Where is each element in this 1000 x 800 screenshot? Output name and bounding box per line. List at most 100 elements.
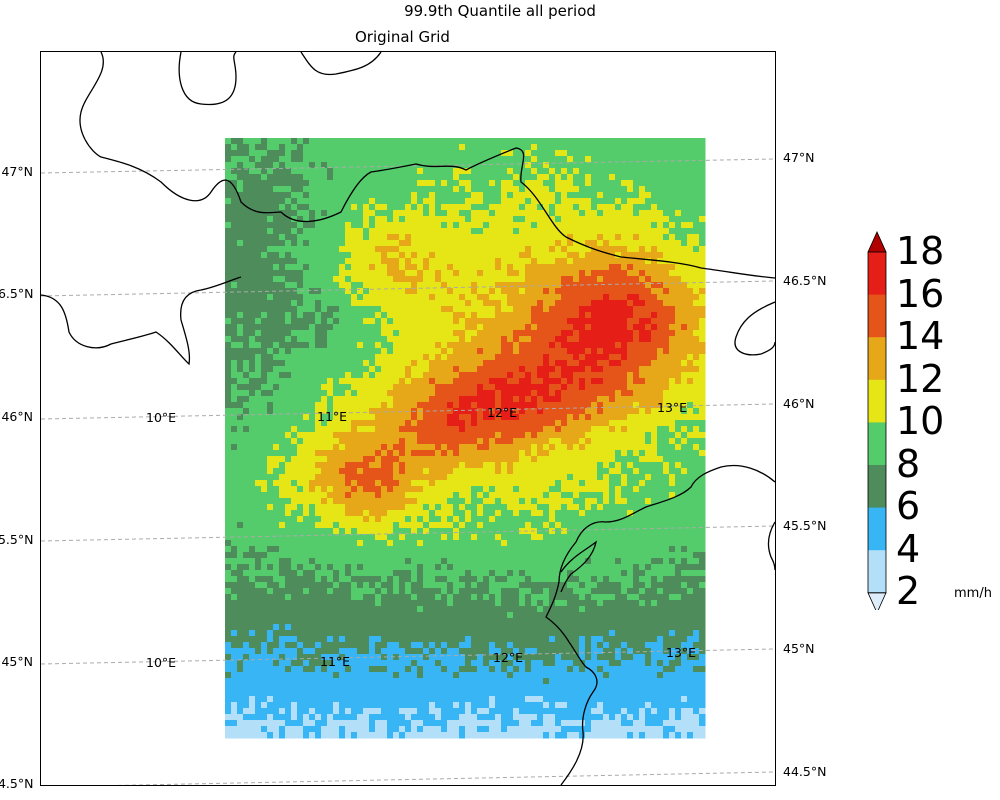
- field-cell: [693, 468, 700, 475]
- field-cell: [303, 450, 310, 457]
- field-cell: [663, 426, 670, 433]
- field-cell: [315, 330, 322, 337]
- field-cell: [453, 438, 460, 445]
- field-cell: [525, 420, 532, 427]
- field-cell: [375, 408, 382, 415]
- field-cell: [555, 468, 562, 475]
- field-cell: [279, 276, 286, 283]
- field-cell: [489, 408, 496, 415]
- field-cell: [585, 174, 592, 181]
- field-cell: [315, 450, 322, 457]
- field-cell: [261, 150, 268, 157]
- field-cell: [675, 264, 682, 271]
- field-cell: [357, 348, 364, 355]
- field-cell: [549, 366, 556, 373]
- field-cell: [579, 504, 586, 511]
- field-cell: [543, 366, 550, 373]
- field-cell: [561, 186, 568, 193]
- field-cell: [627, 228, 634, 235]
- field-cell: [567, 198, 574, 205]
- field-cell: [309, 420, 316, 427]
- field-cell: [633, 468, 640, 475]
- field-cell: [621, 336, 628, 343]
- field-cell: [663, 228, 670, 235]
- field-cell: [537, 480, 544, 487]
- field-cell: [339, 246, 346, 253]
- field-cell: [381, 306, 388, 313]
- field-cell: [321, 372, 328, 379]
- field-cell: [501, 174, 508, 181]
- field-cell: [627, 204, 634, 211]
- field-cell: [339, 264, 346, 271]
- field-cell: [399, 300, 406, 307]
- field-cell: [453, 486, 460, 493]
- field-cell: [465, 138, 472, 145]
- field-cell: [531, 228, 538, 235]
- field-cell: [249, 300, 256, 307]
- field-cell: [291, 396, 298, 403]
- field-cell: [687, 348, 694, 355]
- field-cell: [645, 450, 652, 457]
- field-cell: [303, 492, 310, 499]
- field-cell: [333, 468, 340, 475]
- field-cell: [579, 264, 586, 271]
- field-cell: [501, 354, 508, 361]
- field-cell: [639, 282, 646, 289]
- field-cell: [681, 456, 688, 463]
- field-cell: [393, 276, 400, 283]
- field-cell: [309, 150, 316, 157]
- field-cell: [303, 330, 310, 337]
- field-cell: [483, 366, 490, 373]
- field-cell: [309, 510, 316, 517]
- field-cell: [693, 204, 700, 211]
- field-cell: [357, 372, 364, 379]
- field-cell: [453, 150, 460, 157]
- field-cell: [669, 360, 676, 367]
- field-cell: [645, 438, 652, 445]
- field-cell: [411, 372, 418, 379]
- field-cell: [417, 204, 424, 211]
- field-cell: [651, 264, 658, 271]
- field-cell: [675, 234, 682, 241]
- field-cell: [357, 480, 364, 487]
- field-cell: [249, 342, 256, 349]
- field-cell: [225, 234, 232, 241]
- field-cell: [495, 372, 502, 379]
- field-cell: [657, 348, 664, 355]
- field-cell: [597, 162, 604, 169]
- field-cell: [471, 402, 478, 409]
- field-cell: [471, 456, 478, 463]
- field-cell: [315, 462, 322, 469]
- field-cell: [513, 246, 520, 253]
- field-cell: [561, 282, 568, 289]
- field-cell: [657, 408, 664, 415]
- field-cell: [255, 480, 262, 487]
- field-cell: [279, 480, 286, 487]
- field-cell: [513, 294, 520, 301]
- field-cell: [453, 408, 460, 415]
- field-cell: [657, 288, 664, 295]
- field-cell: [333, 426, 340, 433]
- field-cell: [459, 222, 466, 229]
- field-cell: [279, 198, 286, 205]
- field-cell: [399, 510, 406, 517]
- field-cell: [687, 204, 694, 211]
- field-cell: [639, 438, 646, 445]
- field-cell: [243, 498, 250, 505]
- field-cell: [471, 504, 478, 511]
- field-cell: [405, 288, 412, 295]
- field-cell: [495, 270, 502, 277]
- field-cell: [423, 366, 430, 373]
- field-cell: [669, 150, 676, 157]
- field-cell: [519, 504, 526, 511]
- field-cell: [453, 390, 460, 397]
- field-cell: [453, 204, 460, 211]
- field-cell: [627, 222, 634, 229]
- field-cell: [261, 366, 268, 373]
- field-cell: [453, 258, 460, 265]
- field-cell: [501, 264, 508, 271]
- field-cell: [465, 216, 472, 223]
- field-cell: [507, 234, 514, 241]
- field-cell: [525, 228, 532, 235]
- field-cell: [699, 474, 706, 481]
